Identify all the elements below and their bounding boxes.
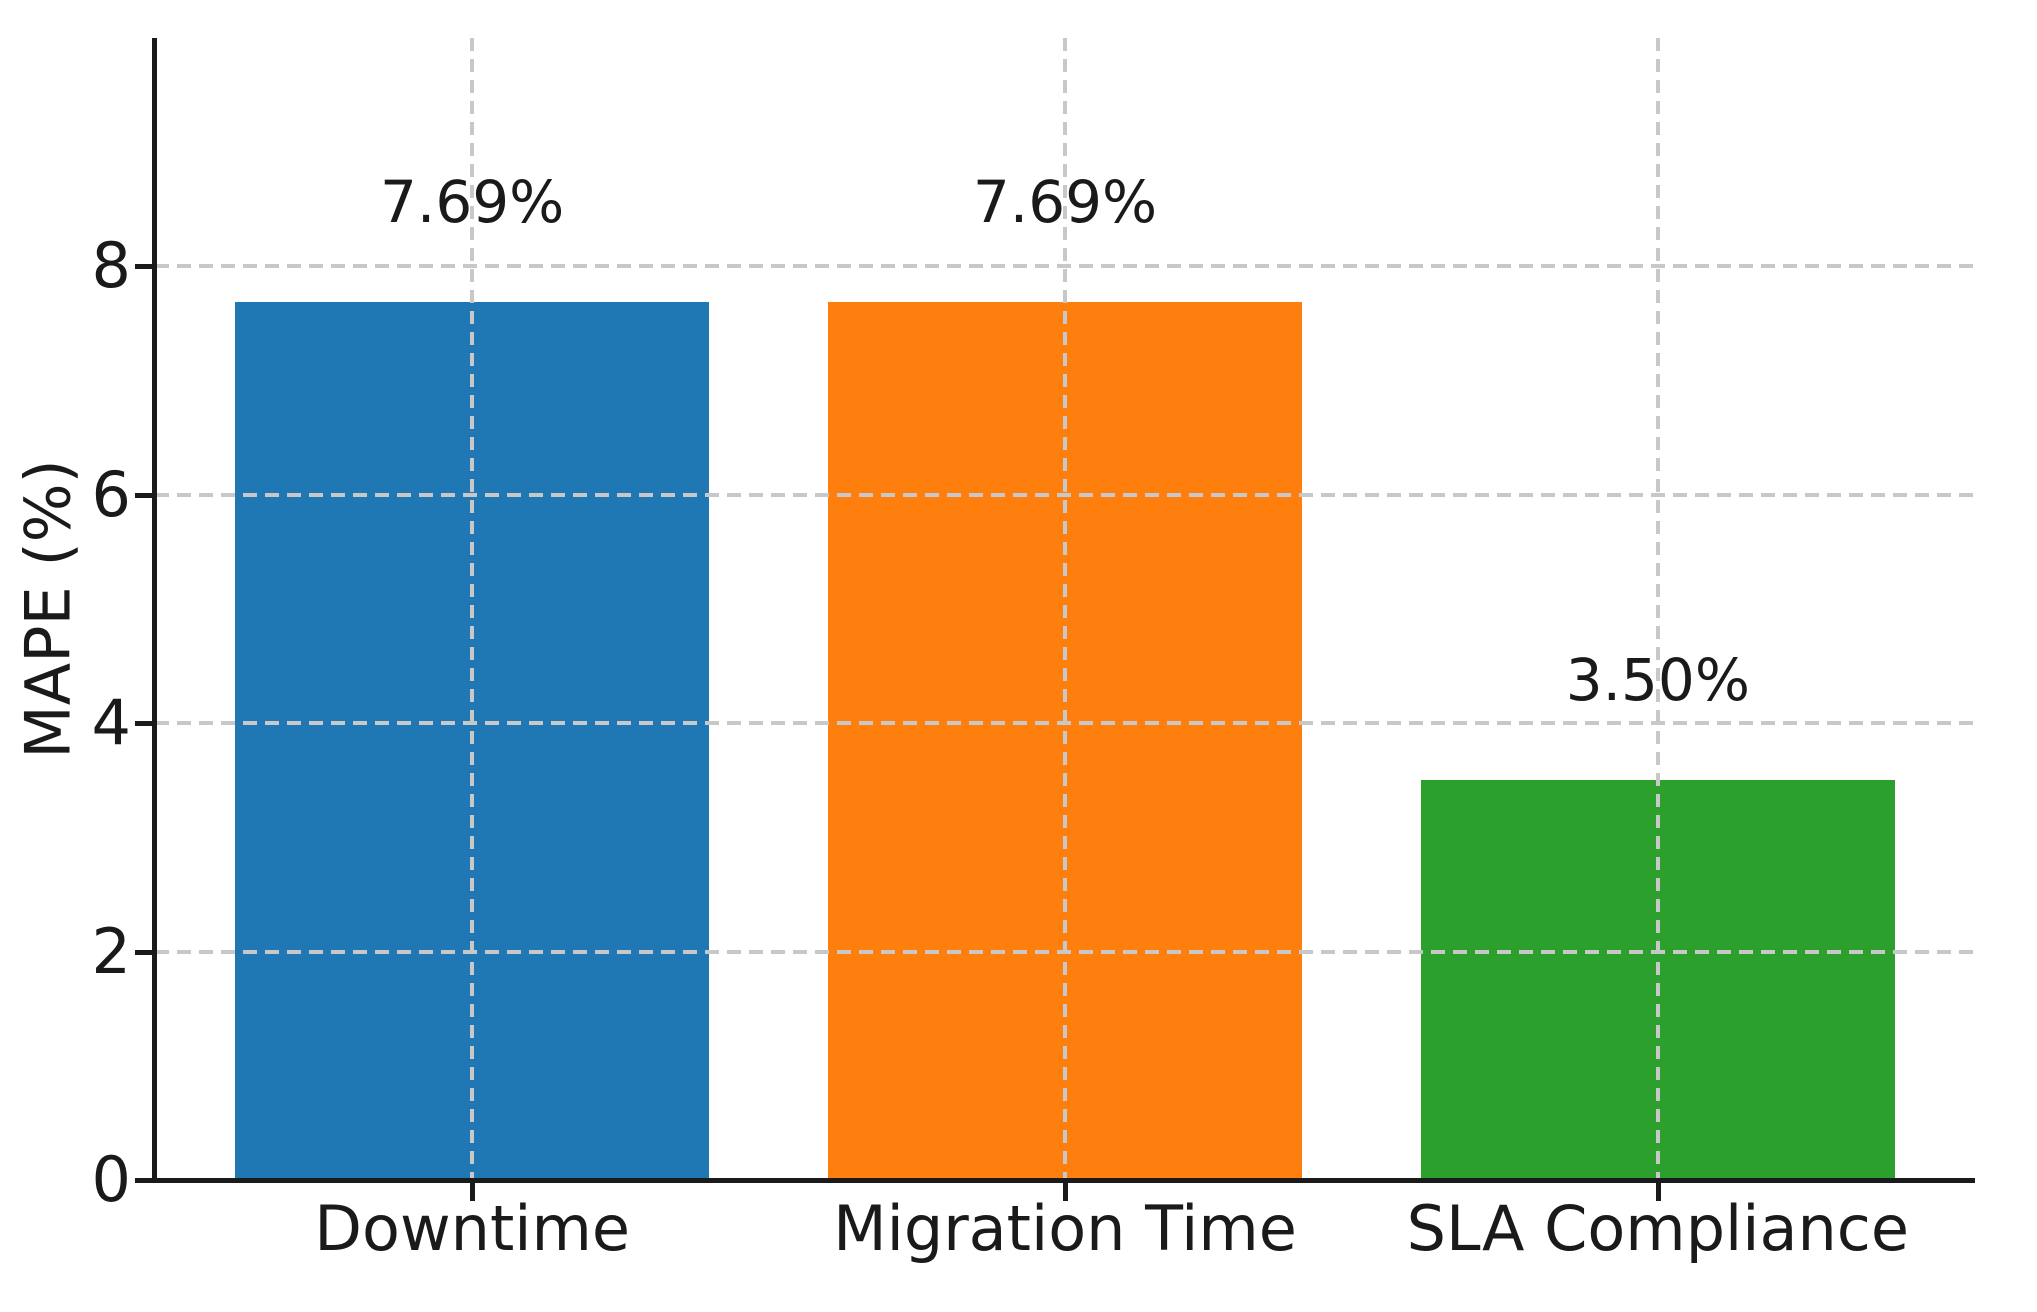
y-tick-mark bbox=[135, 949, 155, 955]
y-tick-mark bbox=[135, 721, 155, 727]
y-tick-label: 6 bbox=[91, 457, 131, 531]
x-tick-label-migration-time: Migration Time bbox=[833, 1192, 1297, 1265]
bar-value-label-migration-time: 7.69% bbox=[972, 167, 1158, 236]
y-axis-title: MAPE (%) bbox=[11, 459, 85, 759]
y-axis-line bbox=[152, 38, 157, 1183]
x-tick-label-downtime: Downtime bbox=[314, 1192, 631, 1265]
bar-value-label-downtime: 7.69% bbox=[380, 167, 565, 236]
y-tick-label: 0 bbox=[91, 1143, 131, 1216]
x-axis-line bbox=[152, 1178, 1975, 1183]
x-tick-mark bbox=[1063, 1183, 1068, 1201]
y-tick-mark bbox=[135, 264, 155, 270]
horizontal-gridline bbox=[155, 264, 1975, 269]
horizontal-gridline bbox=[155, 949, 1975, 954]
vertical-gridline bbox=[1063, 38, 1067, 1180]
x-tick-mark bbox=[470, 1183, 476, 1201]
y-tick-label: 8 bbox=[91, 229, 131, 303]
vertical-gridline bbox=[1655, 38, 1660, 1180]
y-tick-mark bbox=[135, 492, 155, 498]
y-tick-mark bbox=[135, 1178, 155, 1183]
horizontal-gridline bbox=[155, 721, 1975, 726]
vertical-gridline bbox=[470, 38, 475, 1180]
horizontal-gridline bbox=[155, 492, 1975, 497]
y-tick-label: 4 bbox=[91, 686, 131, 760]
bar-value-label-sla-compliance: 3.50% bbox=[1565, 646, 1750, 715]
x-tick-label-sla-compliance: SLA Compliance bbox=[1406, 1192, 1910, 1265]
x-tick-mark bbox=[1655, 1183, 1661, 1201]
y-tick-label: 2 bbox=[91, 914, 131, 988]
